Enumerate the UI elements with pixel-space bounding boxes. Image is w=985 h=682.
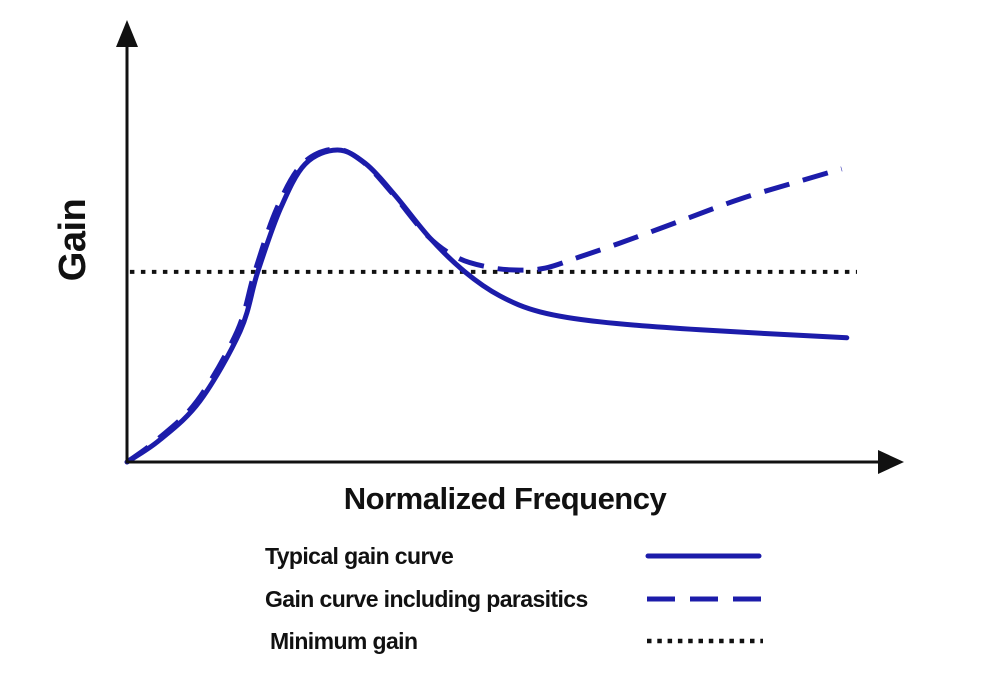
y-axis-label: Gain	[52, 198, 94, 282]
legend-label-typical-gain-curve: Typical gain curve	[265, 543, 454, 569]
x-axis-arrow-icon	[878, 450, 904, 474]
legend-marker-dashed-line	[647, 596, 761, 602]
legend-label-minimum-gain: Minimum gain	[270, 628, 418, 654]
y-axis-arrow-icon	[116, 20, 138, 47]
gain-curve-including-parasitics-curve	[125, 146, 843, 465]
legend-label-gain-curve-parasitics: Gain curve including parasitics	[265, 586, 588, 612]
x-axis-label: Normalized Frequency	[343, 481, 667, 516]
typical-gain-curve-curve	[124, 147, 850, 465]
legend-marker-dotted-line	[647, 638, 763, 644]
curves-group	[124, 146, 857, 465]
legend-marker-solid-line	[645, 553, 762, 559]
